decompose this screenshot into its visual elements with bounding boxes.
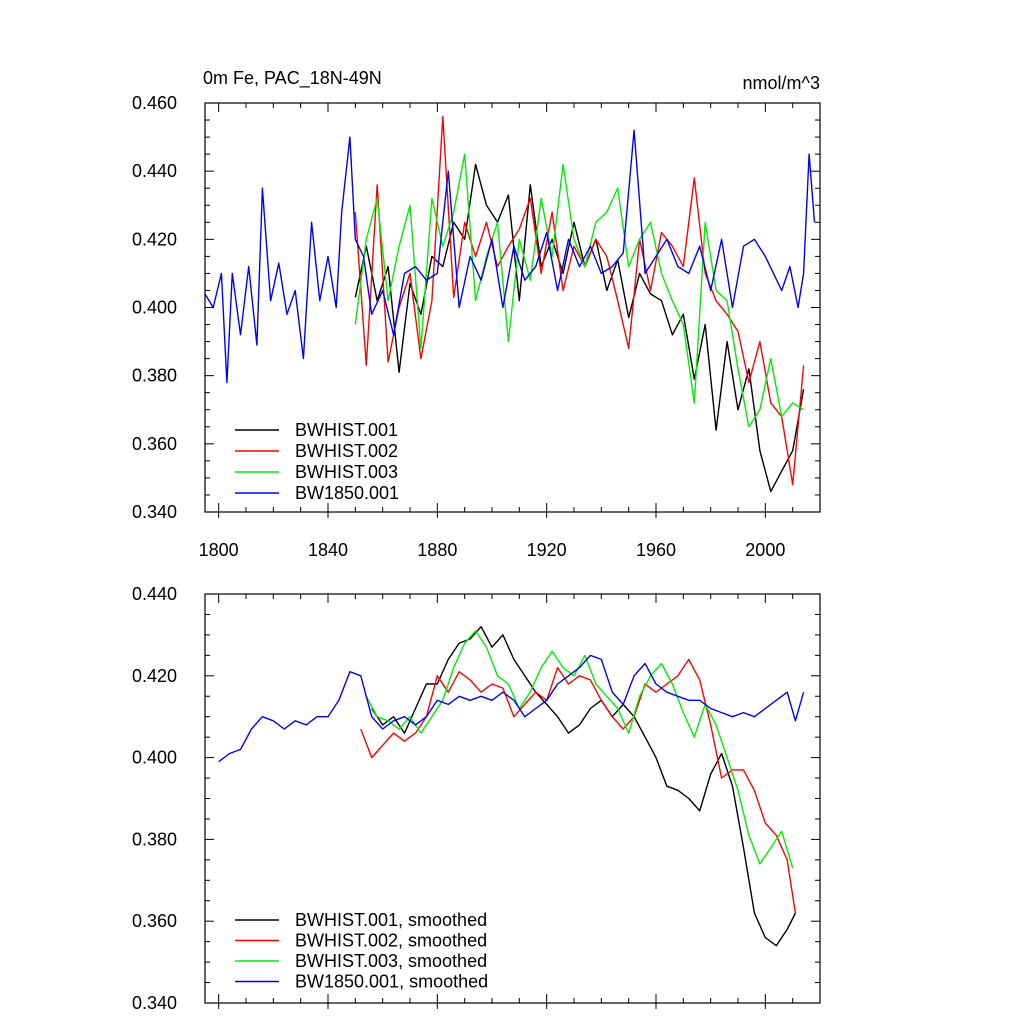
- legend-label: BW1850.001: [295, 483, 399, 503]
- x-tick-label: 1840: [308, 540, 348, 560]
- series-line-3: [354, 153, 804, 428]
- legend-label: BWHIST.001, smoothed: [295, 910, 487, 930]
- y-tick-label: 0.440: [132, 161, 177, 181]
- y-tick-label: 0.360: [132, 911, 177, 931]
- legend-label: BWHIST.002: [295, 441, 398, 461]
- legend-label: BWHIST.002, smoothed: [295, 931, 487, 951]
- units-label: nmol/m^3: [743, 73, 820, 93]
- x-tick-label: 1960: [636, 540, 676, 560]
- x-tick-label: 1920: [527, 540, 567, 560]
- y-tick-label: 0.380: [132, 366, 177, 386]
- x-tick-label: 1800: [199, 540, 239, 560]
- series-line-3: [365, 630, 794, 869]
- y-tick-label: 0.420: [132, 229, 177, 249]
- legend-label: BWHIST.003, smoothed: [295, 951, 487, 971]
- y-tick-label: 0.340: [132, 993, 177, 1013]
- series-line-2: [354, 115, 805, 486]
- y-tick-label: 0.420: [132, 666, 177, 686]
- y-tick-label: 0.380: [132, 829, 177, 849]
- series-line-1: [371, 626, 797, 947]
- series-line-2: [360, 658, 797, 914]
- bottom-panel: 0.340 0.360 0.380 0.400 0.420 0.440 BWHIST.001…: [132, 584, 821, 1013]
- chart-title: 0m Fe, PAC_18N-49N: [203, 68, 382, 89]
- series-line-1: [354, 163, 805, 493]
- x-tick-label: 2000: [745, 540, 785, 560]
- y-tick-label: 0.400: [132, 298, 177, 318]
- legend-label: BWHIST.003: [295, 462, 398, 482]
- y-tick-label: 0.400: [132, 748, 177, 768]
- plot-area: [218, 626, 805, 947]
- y-tick-label: 0.460: [132, 93, 177, 113]
- y-tick-label: 0.440: [132, 584, 177, 604]
- y-tick-label: 0.360: [132, 434, 177, 454]
- series-line-4: [218, 654, 805, 763]
- x-tick-label: 1880: [417, 540, 457, 560]
- legend-label: BW1850.001, smoothed: [295, 972, 488, 992]
- series-line-4: [205, 129, 816, 384]
- legend-label: BWHIST.001: [295, 420, 398, 440]
- y-tick-label: 0.340: [132, 502, 177, 522]
- plot-area: [205, 115, 816, 493]
- top-panel: 0.340 0.360 0.380 0.400 0.420 0.440 0.460 1800 1…: [132, 93, 821, 560]
